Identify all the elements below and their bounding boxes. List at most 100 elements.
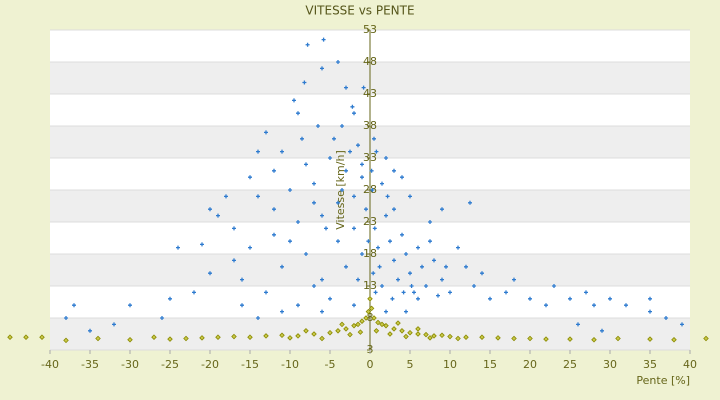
point bbox=[215, 334, 221, 340]
x-tick-label: 40 bbox=[683, 358, 697, 371]
point bbox=[439, 332, 445, 339]
point bbox=[303, 328, 309, 334]
point bbox=[312, 284, 316, 288]
point bbox=[359, 318, 365, 324]
point bbox=[428, 220, 432, 224]
point bbox=[456, 245, 460, 250]
point bbox=[39, 334, 45, 340]
point bbox=[664, 316, 668, 320]
point bbox=[363, 315, 369, 321]
point bbox=[364, 207, 368, 212]
point bbox=[248, 175, 252, 180]
point bbox=[384, 156, 388, 160]
point bbox=[350, 104, 355, 109]
point bbox=[335, 328, 341, 334]
point bbox=[404, 309, 408, 314]
point bbox=[320, 213, 324, 218]
point bbox=[256, 316, 260, 320]
point bbox=[360, 175, 364, 180]
x-tick-label: -20 bbox=[201, 358, 219, 371]
point bbox=[296, 111, 300, 116]
point bbox=[544, 303, 548, 308]
y-tick-label: 23 bbox=[363, 215, 377, 228]
point bbox=[351, 322, 357, 329]
point bbox=[568, 296, 572, 301]
point bbox=[248, 245, 252, 250]
point bbox=[463, 334, 469, 340]
point bbox=[527, 335, 533, 342]
point bbox=[279, 332, 285, 339]
point bbox=[396, 277, 400, 282]
x-tick-label: -35 bbox=[81, 358, 99, 371]
point bbox=[647, 336, 653, 342]
point bbox=[356, 277, 360, 282]
point bbox=[336, 239, 340, 244]
point bbox=[263, 333, 269, 339]
point bbox=[468, 200, 472, 205]
point bbox=[208, 207, 212, 212]
point bbox=[436, 293, 440, 298]
point bbox=[336, 60, 340, 64]
point bbox=[327, 329, 333, 336]
point bbox=[373, 290, 378, 295]
point bbox=[192, 290, 196, 295]
point bbox=[340, 188, 344, 192]
point bbox=[543, 336, 549, 342]
point bbox=[316, 124, 320, 128]
point bbox=[428, 239, 432, 244]
point bbox=[480, 271, 484, 276]
point bbox=[256, 194, 260, 199]
y-tick-label: 53 bbox=[363, 23, 377, 36]
point bbox=[377, 264, 382, 269]
point bbox=[208, 271, 212, 276]
point bbox=[366, 239, 371, 244]
point bbox=[388, 239, 392, 244]
point bbox=[352, 303, 356, 308]
chart-title: VITESSE vs PENTE bbox=[305, 4, 414, 18]
point bbox=[340, 124, 344, 128]
point bbox=[440, 277, 444, 282]
point bbox=[576, 322, 580, 327]
point bbox=[128, 303, 132, 308]
point bbox=[416, 296, 420, 301]
point bbox=[88, 328, 92, 333]
point bbox=[384, 213, 388, 218]
point bbox=[360, 252, 364, 256]
point bbox=[479, 334, 485, 340]
point bbox=[552, 284, 556, 288]
point bbox=[399, 328, 405, 334]
point bbox=[305, 42, 310, 47]
point bbox=[355, 321, 361, 328]
point bbox=[272, 168, 276, 173]
point bbox=[671, 336, 677, 343]
point bbox=[369, 168, 374, 173]
point bbox=[427, 335, 433, 341]
point bbox=[591, 336, 597, 343]
point bbox=[232, 258, 236, 263]
point bbox=[112, 322, 116, 327]
point bbox=[648, 309, 652, 314]
point bbox=[357, 329, 364, 335]
point bbox=[365, 308, 372, 315]
point bbox=[387, 331, 393, 337]
point bbox=[324, 226, 328, 231]
point bbox=[400, 232, 404, 237]
point bbox=[280, 264, 284, 269]
point bbox=[302, 80, 307, 85]
point bbox=[372, 136, 376, 141]
point bbox=[392, 207, 396, 212]
point bbox=[440, 207, 444, 212]
point bbox=[272, 232, 276, 237]
point bbox=[528, 296, 532, 301]
point bbox=[448, 290, 452, 295]
point bbox=[409, 284, 414, 288]
point bbox=[272, 207, 276, 212]
point bbox=[608, 296, 612, 301]
point bbox=[375, 319, 381, 326]
point bbox=[584, 290, 588, 295]
point bbox=[287, 335, 293, 341]
point bbox=[447, 333, 453, 340]
x-tick-label: 25 bbox=[563, 358, 577, 371]
point bbox=[232, 226, 236, 231]
